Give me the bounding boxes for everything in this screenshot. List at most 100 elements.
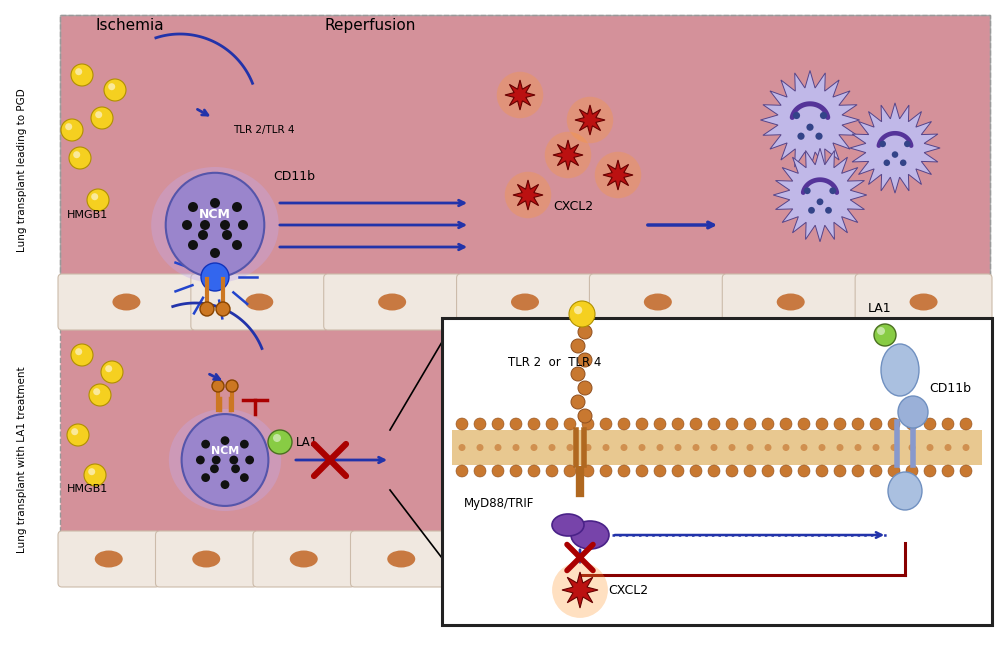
Circle shape — [710, 444, 718, 451]
Circle shape — [530, 444, 538, 451]
Circle shape — [942, 418, 954, 430]
Circle shape — [231, 464, 240, 473]
Text: NCM: NCM — [211, 446, 239, 456]
Circle shape — [870, 418, 882, 430]
Ellipse shape — [112, 293, 140, 310]
Circle shape — [494, 444, 502, 451]
Ellipse shape — [511, 293, 539, 310]
Circle shape — [672, 418, 684, 430]
Circle shape — [73, 151, 80, 158]
Circle shape — [71, 344, 93, 366]
Circle shape — [578, 381, 592, 395]
Circle shape — [477, 444, 484, 451]
Circle shape — [221, 481, 229, 489]
Text: HMGB1: HMGB1 — [67, 210, 109, 220]
Circle shape — [510, 418, 522, 430]
Ellipse shape — [192, 550, 220, 568]
Circle shape — [816, 418, 828, 430]
Circle shape — [200, 302, 214, 316]
Circle shape — [201, 263, 229, 291]
Text: Lung transplant leading to PGD: Lung transplant leading to PGD — [17, 88, 27, 252]
Circle shape — [232, 240, 242, 250]
Text: LA1: LA1 — [296, 435, 318, 448]
Polygon shape — [850, 103, 940, 193]
Circle shape — [61, 119, 83, 141]
Circle shape — [888, 465, 900, 477]
Text: Ischemia: Ischemia — [96, 18, 164, 33]
Ellipse shape — [898, 396, 928, 428]
Circle shape — [188, 202, 198, 212]
Ellipse shape — [888, 472, 922, 510]
Polygon shape — [761, 70, 860, 170]
Circle shape — [571, 395, 585, 409]
Circle shape — [229, 455, 238, 464]
Circle shape — [196, 455, 205, 464]
Text: CD11b: CD11b — [929, 381, 971, 395]
Text: TLR 2/TLR 4: TLR 2/TLR 4 — [233, 125, 294, 135]
Circle shape — [546, 465, 558, 477]
Circle shape — [854, 444, 862, 451]
Circle shape — [108, 83, 115, 90]
Circle shape — [816, 465, 828, 477]
Circle shape — [834, 418, 846, 430]
Polygon shape — [603, 160, 633, 190]
Circle shape — [566, 444, 574, 451]
Circle shape — [600, 418, 612, 430]
Circle shape — [595, 152, 641, 198]
Circle shape — [238, 220, 248, 230]
Circle shape — [870, 465, 882, 477]
Circle shape — [891, 444, 898, 451]
Circle shape — [245, 455, 254, 464]
Ellipse shape — [151, 167, 279, 283]
FancyBboxPatch shape — [457, 274, 593, 330]
Ellipse shape — [378, 293, 406, 310]
Circle shape — [654, 418, 666, 430]
Ellipse shape — [169, 409, 281, 511]
Circle shape — [904, 141, 911, 147]
Circle shape — [75, 68, 82, 75]
Circle shape — [762, 418, 774, 430]
Circle shape — [879, 141, 886, 147]
Circle shape — [584, 444, 592, 451]
FancyBboxPatch shape — [58, 531, 160, 587]
Circle shape — [95, 111, 102, 118]
Text: CXCL2: CXCL2 — [608, 584, 648, 597]
Text: NCM: NCM — [199, 208, 231, 221]
Circle shape — [574, 306, 582, 314]
Circle shape — [808, 207, 815, 213]
Circle shape — [906, 418, 918, 430]
Polygon shape — [773, 148, 867, 242]
FancyBboxPatch shape — [58, 274, 195, 330]
Circle shape — [474, 465, 486, 477]
Circle shape — [618, 418, 630, 430]
FancyBboxPatch shape — [351, 531, 452, 587]
Bar — [452, 430, 982, 465]
Ellipse shape — [95, 550, 123, 568]
Text: Lung transplant with LA1 treatment: Lung transplant with LA1 treatment — [17, 367, 27, 553]
Circle shape — [744, 418, 756, 430]
Circle shape — [510, 465, 522, 477]
Polygon shape — [513, 180, 543, 210]
Ellipse shape — [644, 293, 672, 310]
Circle shape — [212, 380, 224, 392]
Circle shape — [798, 418, 810, 430]
Circle shape — [201, 473, 210, 482]
Ellipse shape — [166, 173, 264, 277]
Circle shape — [578, 409, 592, 423]
Circle shape — [67, 424, 89, 446]
FancyBboxPatch shape — [253, 531, 354, 587]
Circle shape — [497, 72, 543, 118]
Circle shape — [458, 444, 466, 451]
Circle shape — [89, 384, 111, 406]
Circle shape — [104, 79, 126, 101]
Circle shape — [765, 444, 772, 451]
Circle shape — [212, 455, 221, 464]
Circle shape — [548, 444, 556, 451]
Circle shape — [926, 444, 934, 451]
Circle shape — [65, 123, 72, 130]
Polygon shape — [505, 80, 535, 110]
Circle shape — [552, 562, 608, 618]
Circle shape — [220, 220, 230, 230]
Circle shape — [836, 444, 844, 451]
Circle shape — [201, 440, 210, 448]
